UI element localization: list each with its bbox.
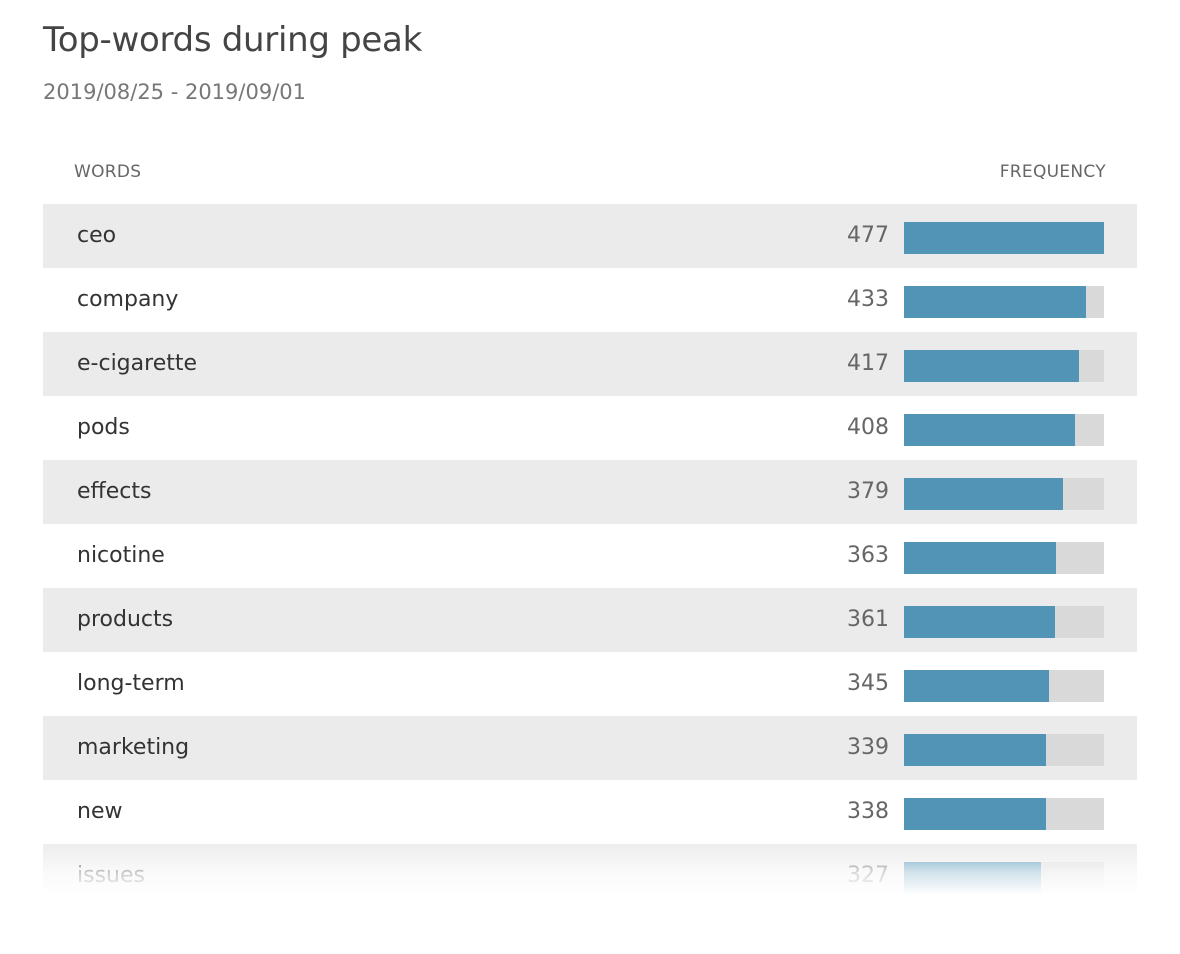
date-range: 2019/08/25 - 2019/09/01 <box>43 80 307 104</box>
frequency-value: 417 <box>847 351 889 376</box>
table-row[interactable]: products 361 <box>43 588 1137 652</box>
frequency-value: 408 <box>847 415 889 440</box>
word-label: new <box>77 799 123 824</box>
column-header-words[interactable]: WORDS <box>74 162 142 182</box>
table-body: ceo 477 company 433 e-cigarette 417 pods 408 eff… <box>43 204 1137 908</box>
frequency-bar-track <box>904 670 1104 702</box>
frequency-bar-track <box>904 734 1104 766</box>
frequency-bar-track <box>904 350 1104 382</box>
table-row[interactable]: e-cigarette 417 <box>43 332 1137 396</box>
frequency-value: 345 <box>847 671 889 696</box>
column-header-frequency[interactable]: FREQUENCY <box>999 162 1106 182</box>
word-label: marketing <box>77 735 190 760</box>
word-label: products <box>77 607 174 632</box>
frequency-value: 363 <box>847 543 889 568</box>
table-row[interactable]: new 338 <box>43 780 1137 844</box>
frequency-bar-track <box>904 862 1104 894</box>
table-row[interactable]: nicotine 363 <box>43 524 1137 588</box>
frequency-bar-fill <box>904 798 1046 830</box>
table-row[interactable]: pods 408 <box>43 396 1137 460</box>
frequency-bar-fill <box>904 414 1076 446</box>
top-words-table: WORDS FREQUENCY ceo 477 company 433 e-cigare… <box>43 140 1137 908</box>
frequency-bar-fill <box>904 286 1086 318</box>
frequency-bar-fill <box>904 478 1063 510</box>
frequency-bar-fill <box>904 222 1104 254</box>
word-label: issues <box>77 863 145 888</box>
frequency-value: 327 <box>847 863 889 888</box>
frequency-bar-fill <box>904 670 1049 702</box>
word-label: company <box>77 287 179 312</box>
frequency-value: 477 <box>847 223 889 248</box>
frequency-bar-track <box>904 414 1104 446</box>
table-row[interactable]: effects 379 <box>43 460 1137 524</box>
word-label: nicotine <box>77 543 165 568</box>
table-row[interactable]: ceo 477 <box>43 204 1137 268</box>
table-row[interactable]: marketing 339 <box>43 716 1137 780</box>
word-label: long-term <box>77 671 185 696</box>
frequency-bar-track <box>904 542 1104 574</box>
word-label: pods <box>77 415 130 440</box>
frequency-bar-fill <box>904 542 1057 574</box>
page-title: Top-words during peak <box>43 20 422 60</box>
word-label: effects <box>77 479 152 504</box>
frequency-bar-track <box>904 798 1104 830</box>
table-row[interactable]: issues 327 <box>43 844 1137 908</box>
frequency-value: 338 <box>847 799 889 824</box>
frequency-bar-fill <box>904 606 1056 638</box>
frequency-bar-track <box>904 222 1104 254</box>
frequency-bar-fill <box>904 862 1042 894</box>
frequency-bar-track <box>904 606 1104 638</box>
table-row[interactable]: company 433 <box>43 268 1137 332</box>
word-label: ceo <box>77 223 117 248</box>
frequency-value: 379 <box>847 479 889 504</box>
table-row[interactable]: long-term 345 <box>43 652 1137 716</box>
frequency-bar-track <box>904 286 1104 318</box>
frequency-bar-fill <box>904 734 1047 766</box>
table-header: WORDS FREQUENCY <box>43 140 1137 204</box>
frequency-bar-track <box>904 478 1104 510</box>
word-label: e-cigarette <box>77 351 198 376</box>
frequency-value: 339 <box>847 735 889 760</box>
frequency-value: 361 <box>847 607 889 632</box>
frequency-bar-fill <box>904 350 1079 382</box>
frequency-value: 433 <box>847 287 889 312</box>
